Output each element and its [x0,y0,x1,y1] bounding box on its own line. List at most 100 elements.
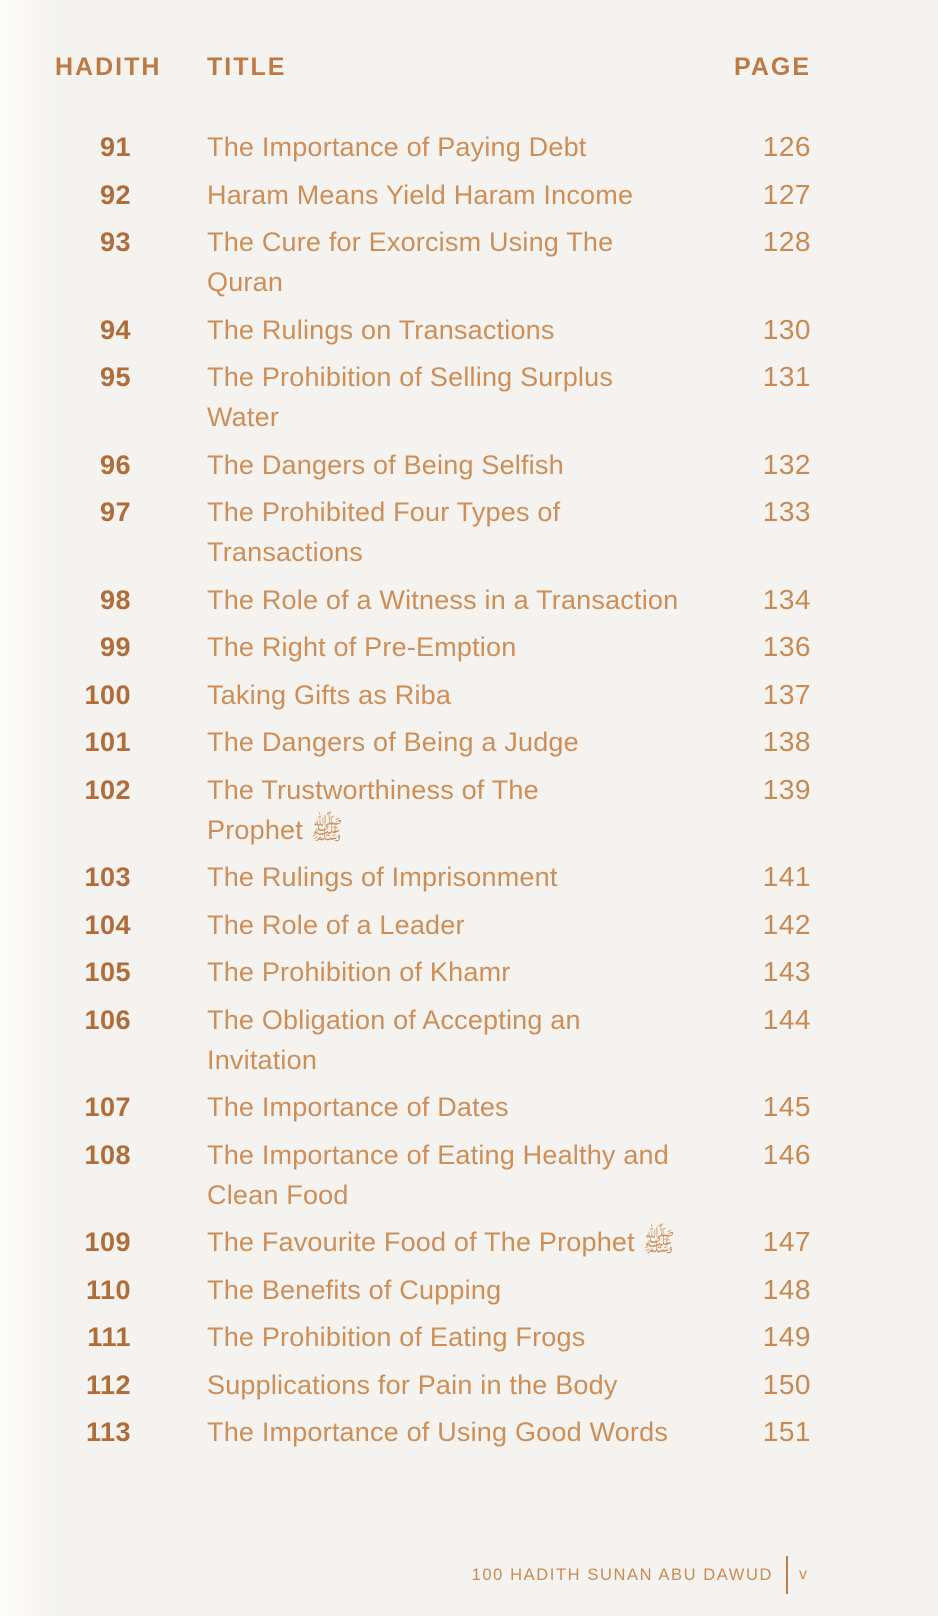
hadith-title-line: The Prohibited Four Types of [207,497,561,527]
hadith-title-line: Supplications for Pain in the Body [207,1369,618,1400]
hadith-title: The Prohibition of Eating Frogs [207,1317,727,1357]
hadith-title-line: The Dangers of Being Selfish [207,449,564,480]
toc-row: 113 The Importance of Using Good Words 1… [55,1412,811,1452]
hadith-title: The Cure for Exorcism Using The Quran [207,222,727,302]
page-number: 145 [762,1091,811,1122]
hadith-title-line: The Importance of Paying Debt [207,132,587,162]
hadith-title-line: The Favourite Food of The Prophet ﷺ [207,1227,676,1257]
toc-row: 98 The Role of a Witness in a Transactio… [55,580,811,620]
hadith-number: 103 [84,862,131,892]
hadith-title-line: The Right of Pre-Emption [207,632,517,662]
toc-row: 92 Haram Means Yield Haram Income 127 [55,175,811,215]
hadith-title-line: The Role of a Witness in a Transaction [207,584,679,615]
page-number: 151 [762,1416,811,1447]
hadith-number: 104 [84,909,131,940]
hadith-number: 99 [99,632,131,662]
hadith-title: The Prohibition of Selling Surplus Water [207,357,727,437]
page-number: 137 [762,678,811,710]
hadith-title: The Dangers of Being a Judge [207,722,727,762]
toc-row: 95 The Prohibition of Selling Surplus Wat… [55,357,811,437]
hadith-title: Supplications for Pain in the Body [207,1365,727,1405]
hadith-number: 111 [87,1322,131,1352]
hadith-title: The Obligation of Accepting an Invitation [207,1000,727,1080]
hadith-title: The Benefits of Cupping [207,1270,727,1310]
hadith-title: The Prohibition of Khamr [207,952,727,992]
hadith-number: 92 [99,179,131,210]
toc-row: 101 The Dangers of Being a Judge 138 [55,722,811,762]
page-number: 126 [762,131,811,162]
hadith-number: 98 [99,584,131,615]
hadith-number: 107 [84,1092,131,1122]
page-number: 128 [762,226,811,257]
toc-row: 100 Taking Gifts as Riba 137 [55,675,811,715]
page-number: 131 [762,361,811,392]
hadith-title-line: The Cure for Exorcism Using The [207,227,614,257]
hadith-title-line: The Prohibition of Eating Frogs [207,1322,586,1352]
hadith-title: The Rulings on Transactions [207,310,727,350]
hadith-column-header: HADITH [55,53,162,81]
page-number: 139 [762,773,811,805]
hadith-title: Haram Means Yield Haram Income [207,175,727,215]
page-footer: 100 HADITH SUNAN ABU DAWUD v [472,1553,808,1597]
toc-row: 108 The Importance of Eating Healthy and… [55,1135,811,1215]
page-number: 134 [762,583,811,615]
hadith-number: 109 [84,1227,131,1257]
page-number: 133 [762,496,811,527]
running-book-title: 100 HADITH SUNAN ABU DAWUD [471,1565,773,1584]
hadith-number: 95 [99,362,131,392]
hadith-number: 112 [85,1369,131,1400]
page-number: 141 [762,861,811,892]
toc-row: 93 The Cure for Exorcism Using The Quran … [55,222,811,302]
hadith-title-line: The Trustworthiness of The [207,774,539,805]
hadith-title: The Importance of Dates [207,1087,727,1127]
toc-row: 107 The Importance of Dates 145 [55,1087,811,1127]
toc-row: 102 The Trustworthiness of The Prophet ﷺ … [55,770,811,850]
hadith-title-line: The Benefits of Cupping [207,1274,502,1305]
toc-row: 97 The Prohibited Four Types of Transacti… [55,492,811,572]
hadith-title-line: The Role of a Leader [207,909,465,940]
toc-row: 103 The Rulings of Imprisonment 141 [55,857,811,897]
toc-row: 110 The Benefits of Cupping 148 [55,1270,811,1310]
page-number: 147 [762,1226,811,1257]
hadith-title-line: The Importance of Eating Healthy and [207,1139,669,1170]
toc-entry-list: 91 The Importance of Paying Debt 126 92 … [55,127,811,1452]
hadith-number: 105 [84,957,131,987]
footer-divider-rule [786,1556,788,1594]
page-number: 142 [762,908,811,940]
page-column-header: PAGE [734,53,811,81]
hadith-title-line: Water [207,402,280,432]
hadith-number: 102 [84,774,131,805]
hadith-title: The Importance of Using Good Words [207,1412,727,1452]
toc-row: 91 The Importance of Paying Debt 126 [55,127,811,167]
page-number: 127 [762,178,811,210]
hadith-number: 96 [99,449,131,480]
page-number: 150 [762,1368,811,1400]
toc-row: 94 The Rulings on Transactions 130 [55,310,811,350]
hadith-title-line: The Dangers of Being a Judge [207,727,579,757]
hadith-title-line: Transactions [207,537,363,567]
toc-row: 106 The Obligation of Accepting an Invita… [55,1000,811,1080]
hadith-title: The Prohibited Four Types of Transactions [207,492,727,572]
hadith-number: 94 [99,314,131,345]
hadith-title-line: The Rulings on Transactions [207,314,555,345]
hadith-title: The Dangers of Being Selfish [207,445,727,485]
page-number: 138 [762,726,811,757]
hadith-title-line: Haram Means Yield Haram Income [207,179,634,210]
hadith-title-line: The Rulings of Imprisonment [207,862,558,892]
hadith-number: 97 [99,497,131,527]
page-number: 146 [762,1138,811,1170]
hadith-number: 106 [84,1004,131,1035]
hadith-title: The Rulings of Imprisonment [207,857,727,897]
toc-row: 104 The Role of a Leader 142 [55,905,811,945]
toc-row: 99 The Right of Pre-Emption 136 [55,627,811,667]
page-number: 130 [762,313,811,345]
hadith-title: Taking Gifts as Riba [207,675,727,715]
hadith-title: The Trustworthiness of The Prophet ﷺ [207,770,727,850]
hadith-number: 110 [85,1274,131,1305]
page-number: 149 [762,1321,811,1352]
hadith-title: The Role of a Witness in a Transaction [207,580,727,620]
hadith-title-line: Taking Gifts as Riba [207,679,452,710]
hadith-title-line: The Prohibition of Selling Surplus [207,362,614,392]
hadith-title-line: The Importance of Dates [207,1092,509,1122]
